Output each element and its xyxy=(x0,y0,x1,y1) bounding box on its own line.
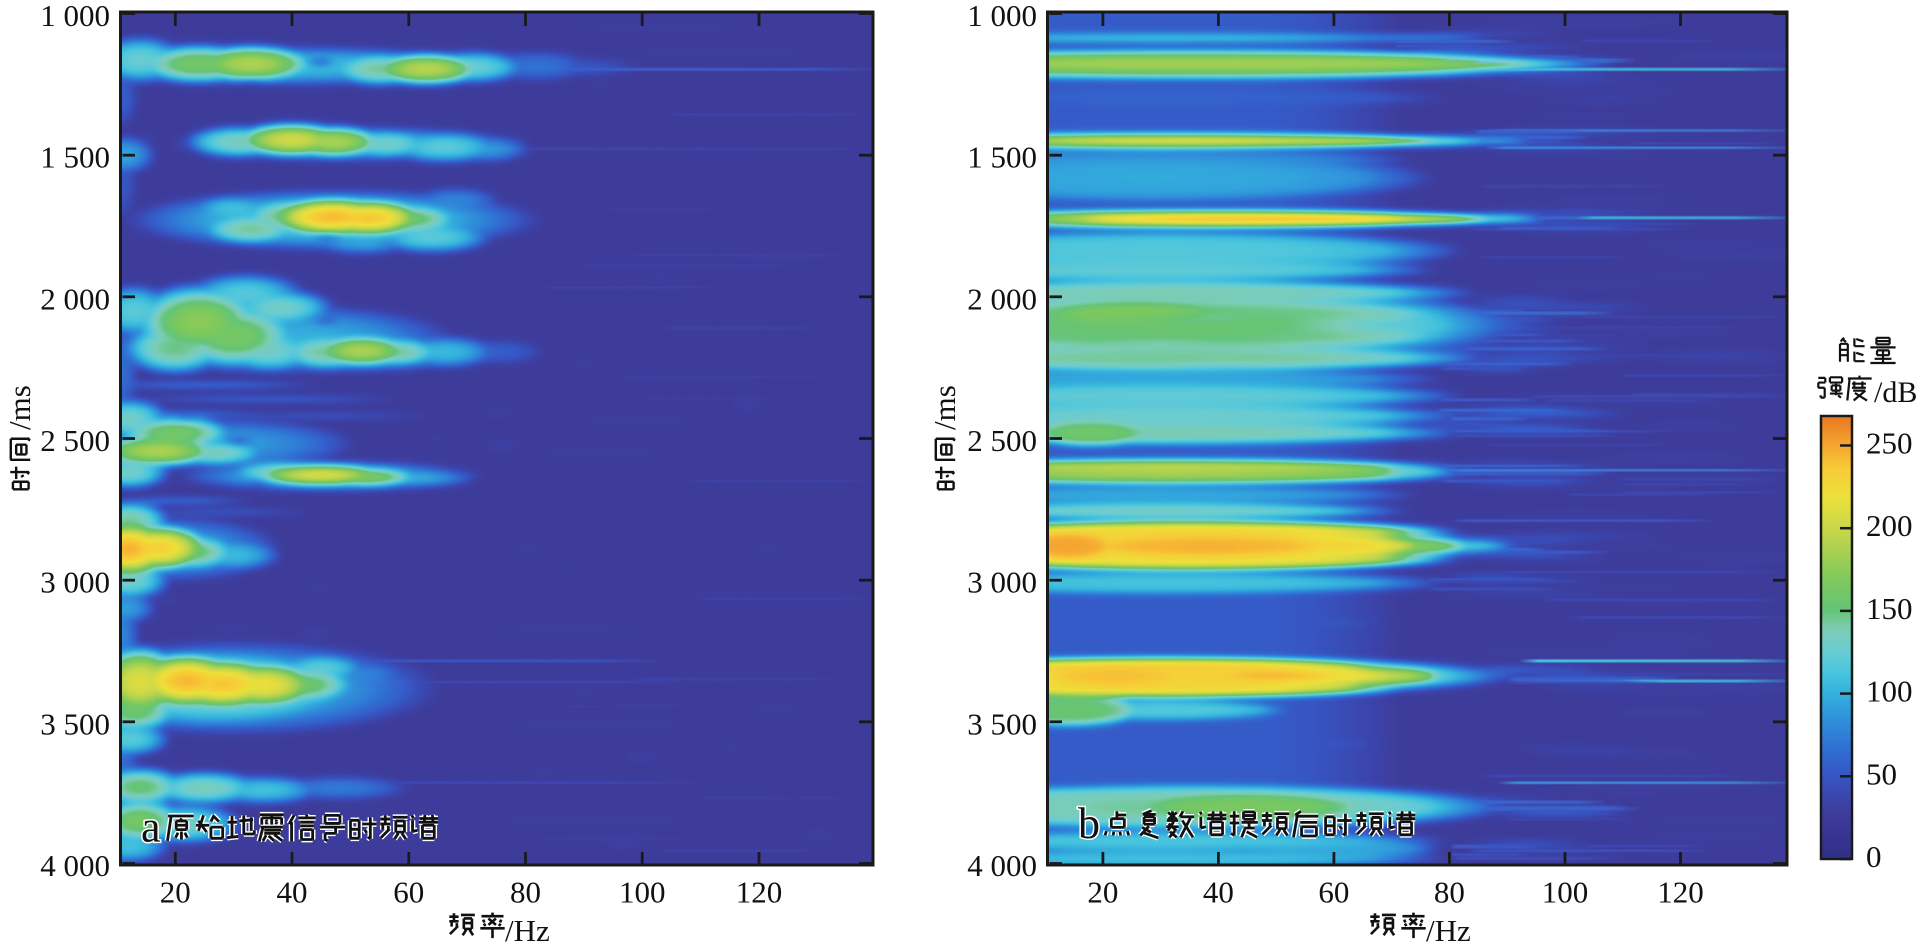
svg-text:80: 80 xyxy=(510,875,541,910)
svg-text:2 000: 2 000 xyxy=(967,281,1037,316)
svg-text:4 000: 4 000 xyxy=(967,848,1037,883)
svg-text:2 500: 2 500 xyxy=(967,423,1037,458)
svg-text:100: 100 xyxy=(1866,674,1913,709)
svg-text:/ms: /ms xyxy=(927,385,962,430)
svg-text:150: 150 xyxy=(1866,591,1913,626)
svg-text:80: 80 xyxy=(1434,875,1465,910)
svg-text:1 000: 1 000 xyxy=(40,0,110,33)
svg-text:40: 40 xyxy=(277,875,308,910)
svg-text:4 000: 4 000 xyxy=(40,848,110,883)
svg-text:/ms: /ms xyxy=(2,385,37,430)
svg-text:/Hz: /Hz xyxy=(505,913,550,946)
svg-text:100: 100 xyxy=(1542,875,1589,910)
svg-text:120: 120 xyxy=(1657,875,1704,910)
svg-text:/dB: /dB xyxy=(1874,376,1917,409)
svg-text:2 500: 2 500 xyxy=(40,423,110,458)
svg-text:250: 250 xyxy=(1866,426,1913,461)
svg-text:1 000: 1 000 xyxy=(967,0,1037,33)
svg-text:1 500: 1 500 xyxy=(967,140,1037,175)
svg-text:b: b xyxy=(1078,799,1100,848)
svg-text:50: 50 xyxy=(1866,756,1897,791)
svg-text:1 500: 1 500 xyxy=(40,140,110,175)
svg-text:200: 200 xyxy=(1866,508,1913,543)
svg-text:0: 0 xyxy=(1866,839,1882,874)
svg-text:120: 120 xyxy=(736,875,783,910)
svg-text:40: 40 xyxy=(1203,875,1234,910)
svg-text:3 000: 3 000 xyxy=(40,565,110,600)
svg-text:20: 20 xyxy=(1087,875,1118,910)
svg-text:/Hz: /Hz xyxy=(1426,913,1471,946)
svg-text:100: 100 xyxy=(619,875,666,910)
svg-text:2 000: 2 000 xyxy=(40,281,110,316)
svg-text:3 500: 3 500 xyxy=(967,706,1037,741)
svg-text:60: 60 xyxy=(393,875,424,910)
svg-text:3 500: 3 500 xyxy=(40,706,110,741)
svg-text:20: 20 xyxy=(160,875,191,910)
svg-text:3 000: 3 000 xyxy=(967,565,1037,600)
svg-text:60: 60 xyxy=(1318,875,1349,910)
svg-text:a: a xyxy=(141,803,161,852)
